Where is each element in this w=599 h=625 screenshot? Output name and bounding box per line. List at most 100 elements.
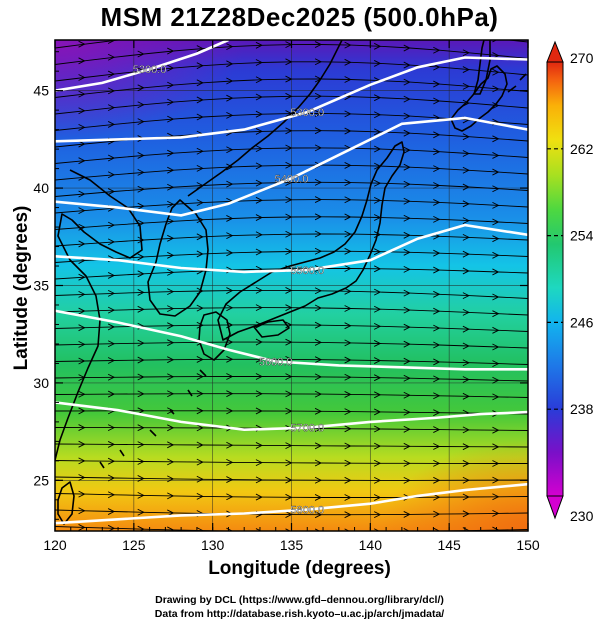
wind-arrow [255, 41, 263, 49]
wind-arrow [167, 526, 175, 531]
x-tick-label: 140 [359, 537, 383, 553]
wind-arrow [462, 133, 470, 141]
wind-arrow [107, 272, 116, 279]
wind-arrow [285, 338, 293, 346]
wind-arrow [226, 60, 234, 68]
wind-arrow [373, 494, 382, 501]
russia-coast [187, 40, 343, 197]
wind-arrow [433, 165, 441, 173]
wind-arrow [255, 93, 263, 101]
contour-label: 5300.0 [290, 107, 324, 119]
plot-area: 5300.0 5300.0 5400.0 5500.0 5600.0 5700.0 5800… [55, 24, 528, 531]
wind-arrow [167, 234, 175, 242]
contour-label: 5700.0 [290, 423, 324, 435]
contour-label: 5600.0 [259, 356, 293, 368]
wind-arrow [255, 304, 263, 312]
wind-arrow [433, 131, 441, 139]
wind-arrow [196, 199, 204, 207]
wind-arrow [196, 356, 204, 363]
wind-arrow [107, 188, 116, 195]
wind-arrow [137, 84, 145, 92]
wind-arrow [137, 202, 145, 210]
wind-arrow [167, 81, 175, 89]
wind-arrow [107, 340, 116, 348]
wind-arrow [403, 61, 411, 69]
wind-arrow [255, 179, 263, 187]
wind-arrow [344, 127, 352, 135]
wind-arrow [373, 128, 382, 136]
wind-arrow [78, 324, 86, 332]
wind-arrow [226, 111, 234, 119]
wind-arrow [196, 492, 204, 500]
wind-arrow [78, 190, 86, 198]
wind-arrow [137, 118, 145, 126]
wind-arrow [78, 490, 86, 498]
wind-arrow [373, 408, 382, 416]
wind-arrow [78, 424, 86, 431]
x-tick-label: 125 [122, 537, 146, 553]
wind-arrow [196, 304, 204, 312]
wind-arrow [255, 286, 263, 294]
wind-arrow [167, 322, 175, 330]
wind-arrow [78, 240, 86, 248]
wind-arrow [373, 196, 382, 204]
wind-arrow [255, 476, 263, 484]
wind-arrow [196, 62, 204, 70]
wind-arrow [78, 57, 86, 65]
wind-arrow [196, 390, 204, 398]
y-tick-label: 35 [33, 278, 49, 294]
wind-arrow [314, 110, 323, 117]
cold-core-shading [55, 40, 245, 140]
wind-arrow [286, 24, 292, 30]
wind-arrow [462, 217, 470, 225]
wind-arrow [492, 426, 500, 434]
wind-arrow [492, 235, 500, 243]
wind-arrow [137, 491, 145, 499]
wind-arrow [314, 390, 323, 398]
wind-arrow [285, 127, 293, 135]
coastlines [55, 40, 527, 525]
wind-arrow [314, 494, 323, 501]
wind-arrow [137, 458, 145, 465]
wind-arrow [314, 459, 323, 467]
wind-arrow [78, 140, 86, 148]
wind-arrow [196, 321, 204, 329]
wind-arrow [462, 267, 470, 275]
wind-arrow [462, 342, 470, 350]
wind-arrow [196, 458, 204, 466]
wind-arrow [255, 162, 263, 170]
wind-arrow [167, 115, 175, 123]
wind-arrow [78, 40, 86, 48]
hokkaido-coast [450, 65, 508, 132]
wind-arrow [226, 441, 234, 449]
y-tick-label: 45 [33, 83, 49, 99]
height-contour [55, 309, 528, 371]
wind-arrow [344, 162, 352, 169]
wind-arrow [285, 92, 293, 100]
wind-arrow [226, 493, 234, 501]
height-contour [55, 56, 528, 143]
wind-arrow [373, 265, 382, 273]
wind-arrow [403, 289, 411, 297]
wind-arrow [403, 408, 411, 416]
wind-arrow [403, 357, 411, 365]
wind-arrow [314, 356, 323, 364]
wind-arrow [403, 265, 411, 273]
wind-arrow [285, 476, 293, 484]
wind-arrow [373, 322, 382, 330]
wind-arrow [433, 148, 441, 156]
wind-arrow [78, 524, 86, 531]
contour-label: 5300.0 [133, 64, 167, 76]
wind-arrow [226, 43, 234, 51]
wind-arrow [373, 459, 382, 467]
wind-arrow [137, 168, 145, 176]
wind-arrow [344, 528, 350, 531]
wind-arrow [314, 442, 323, 450]
wind-arrow [167, 31, 173, 37]
wind-arrow [492, 68, 500, 76]
colorbar-tick-label: 230 [570, 508, 594, 524]
wind-arrow [433, 63, 441, 71]
wind-arrow [314, 287, 323, 295]
wind-arrow [433, 199, 441, 206]
wind-arrow [344, 110, 352, 118]
